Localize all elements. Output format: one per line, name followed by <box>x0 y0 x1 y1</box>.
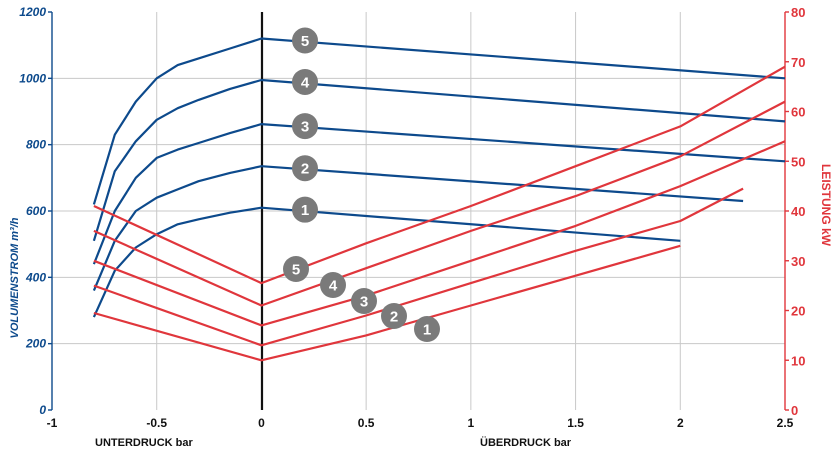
y-right-tick-label: 50 <box>791 154 805 169</box>
volume-badge-2: 2 <box>292 155 318 182</box>
badge-label: 3 <box>301 119 309 136</box>
badge-label: 4 <box>301 74 310 91</box>
badge-label: 1 <box>423 322 431 339</box>
volume-line-5 <box>92 37 786 205</box>
power-line-4 <box>93 100 786 307</box>
x-axis-left-label: UNTERDRUCK bar <box>95 437 194 449</box>
badge-circle <box>292 196 318 223</box>
volume-badge-1: 1 <box>292 196 318 223</box>
badge-label: 1 <box>301 202 309 219</box>
y-right-tick-label: 10 <box>791 353 805 368</box>
y-right-tick-label: 0 <box>791 403 798 418</box>
power-line-2 <box>93 187 744 347</box>
x-tick-label: -0.5 <box>146 416 167 430</box>
power-badge-4: 4 <box>320 272 346 298</box>
y-right-tick-label: 70 <box>791 55 805 70</box>
badge-circle <box>283 256 309 282</box>
badge-label: 5 <box>301 33 309 50</box>
x-tick-label: -1 <box>47 416 58 430</box>
volume-line-3 <box>92 123 786 265</box>
x-tick-label: 2.5 <box>777 416 794 430</box>
power-badge-1: 1 <box>414 316 440 342</box>
volume-line-1 <box>92 206 681 318</box>
volume-badge-3: 3 <box>292 113 318 140</box>
series-badges: 1 2 3 4 5 1 2 3 4 5 <box>283 27 440 342</box>
grid <box>52 12 785 410</box>
y-right-tick-label: 30 <box>791 254 805 269</box>
volume-badge-5: 5 <box>292 27 318 54</box>
y-left-tick-label: 800 <box>26 138 46 152</box>
y-right-tick-label: 20 <box>791 304 805 319</box>
x-tick-label: 0 <box>258 416 265 430</box>
badge-circle <box>351 288 377 314</box>
x-tick-label: 1.5 <box>567 416 584 430</box>
y-right-tick-label: 40 <box>791 204 805 219</box>
series <box>92 37 786 362</box>
badge-circle <box>414 316 440 342</box>
badge-label: 5 <box>292 262 300 279</box>
power-line-3 <box>93 140 786 327</box>
badge-circle <box>292 27 318 54</box>
badge-circle <box>320 272 346 298</box>
badge-label: 4 <box>329 278 338 295</box>
power-badge-3: 3 <box>351 288 377 314</box>
badge-label: 2 <box>390 309 398 326</box>
badge-circle <box>292 113 318 140</box>
x-tick-label: 1 <box>468 416 475 430</box>
x-tick-label: 2 <box>677 416 684 430</box>
y-axis-right-label: LEISTUNG kW <box>819 164 833 247</box>
y-left-tick-label: 600 <box>26 204 46 218</box>
badge-circle <box>292 68 318 95</box>
y-axis-left-label: VOLUMENSTROM m³/h <box>9 217 21 338</box>
x-tick-label: 0.5 <box>358 416 375 430</box>
y-right-tick-label: 80 <box>791 5 805 20</box>
y-left-tick-label: 400 <box>25 270 46 284</box>
power-badge-5: 5 <box>283 256 309 282</box>
power-line-5 <box>93 65 786 285</box>
tick-labels: -1 -0.5 0 0.5 1 1.5 2 2.50200400600800100012000… <box>19 5 805 430</box>
x-axis-right-label: ÜBERDRUCK bar <box>480 436 572 449</box>
y-left-tick-label: 200 <box>25 337 46 351</box>
power-badge-2: 2 <box>381 303 407 329</box>
power-line-1 <box>93 244 681 362</box>
y-left-tick-label: 0 <box>39 403 46 417</box>
y-right-tick-label: 60 <box>791 105 805 120</box>
y-left-tick-label: 1200 <box>19 5 46 19</box>
volume-badge-4: 4 <box>292 68 318 95</box>
y-left-tick-label: 1000 <box>19 71 46 85</box>
badge-label: 2 <box>301 161 309 178</box>
badge-circle <box>381 303 407 329</box>
badge-label: 3 <box>360 294 368 311</box>
badge-circle <box>292 155 318 182</box>
volume-line-4 <box>92 78 786 242</box>
volume-line-2 <box>92 165 744 292</box>
